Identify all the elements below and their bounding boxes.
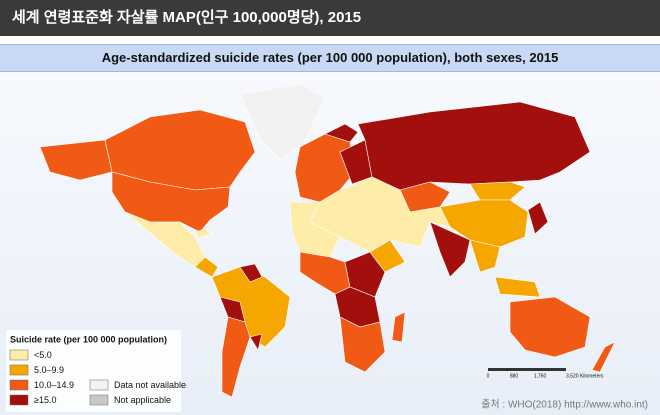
legend-label: ≥15.0 (34, 395, 56, 405)
legend-swatch (89, 379, 109, 391)
legend-label: 5.0–9.9 (34, 365, 64, 375)
legend-swatch (89, 394, 109, 406)
legend-label: Not applicable (114, 395, 171, 405)
legend-swatch (9, 364, 29, 376)
legend-label: Data not available (114, 380, 186, 390)
source: 출처 : WHO(2018) http://www.who.int) (481, 399, 648, 411)
scale-bar-label: 0 (487, 373, 490, 379)
legend-title: Suicide rate (per 100 000 population) (10, 334, 167, 344)
scale-bar-label: 3,520 Kilometers (566, 373, 604, 379)
header-title: 세계 연령표준화 자살률 MAP(인구 100,000명당), 2015 (0, 0, 660, 36)
scale-bar-label: 1,760 (534, 373, 547, 379)
legend-swatch (9, 349, 29, 361)
legend-swatch (9, 379, 29, 391)
legend: <5.0 5.0–9.9 10.0–14.9 ≥15.0 Data not availa… (9, 349, 186, 406)
scale-bar-line (488, 368, 566, 371)
countries (39, 83, 616, 398)
scale-bar-label: 880 (510, 373, 519, 379)
map-subtitle: Age-standardized suicide rates (per 100 … (0, 44, 660, 72)
scale-bar: 0 880 1,760 3,520 Kilometers (487, 368, 604, 379)
legend-label: <5.0 (34, 350, 52, 360)
legend-label: 10.0–14.9 (34, 380, 74, 390)
legend-swatch (9, 394, 29, 406)
map: Suicide rate (per 100 000 population) <5… (0, 72, 660, 415)
